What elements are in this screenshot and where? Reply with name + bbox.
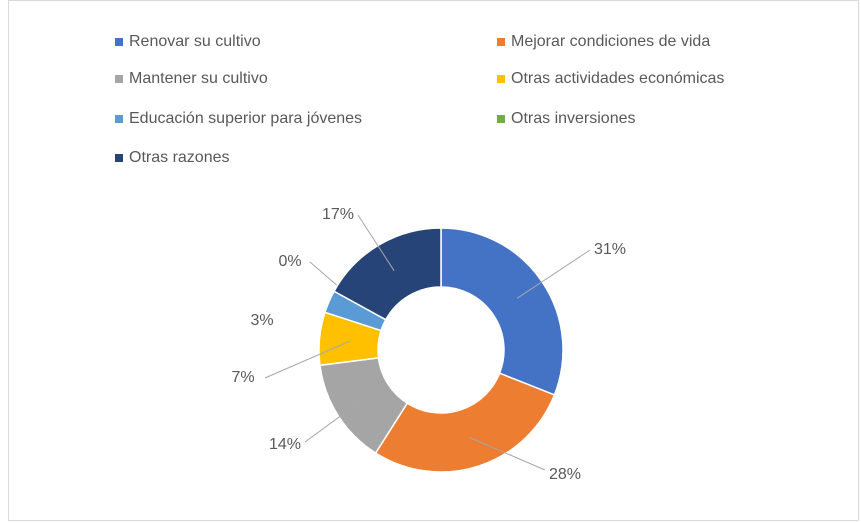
data-label: 28% (549, 466, 581, 483)
legend-swatch (115, 115, 123, 123)
donut-slice (374, 372, 556, 473)
donut-slice (440, 227, 564, 396)
legend-label: Renovar su cultivo (129, 33, 261, 50)
data-label: 17% (322, 206, 354, 223)
legend-label: Otras razones (129, 149, 229, 166)
data-label: 3% (250, 312, 273, 329)
leader-line (264, 340, 350, 379)
legend-label: Otras actividades económicas (511, 70, 724, 87)
data-label: 7% (231, 369, 254, 386)
legend-swatch (497, 115, 505, 123)
legend-label: Otras inversiones (511, 110, 636, 127)
data-label: 14% (269, 436, 301, 453)
leader-line (304, 398, 364, 443)
legend-label: Mejorar condiciones de vida (511, 33, 710, 50)
data-label: 0% (278, 253, 301, 270)
data-label: 31% (594, 241, 626, 258)
legend-swatch (115, 75, 123, 83)
legend-label: Educación superior para jóvenes (129, 110, 362, 127)
donut-slice (333, 227, 442, 321)
leader-line (516, 249, 591, 299)
legend-swatch (115, 38, 123, 46)
legend-swatch (497, 38, 505, 46)
legend-swatch (497, 75, 505, 83)
leader-line (357, 214, 395, 272)
leader-line (469, 437, 546, 471)
legend-label: Mantener su cultivo (129, 70, 268, 87)
legend-swatch (115, 154, 123, 162)
